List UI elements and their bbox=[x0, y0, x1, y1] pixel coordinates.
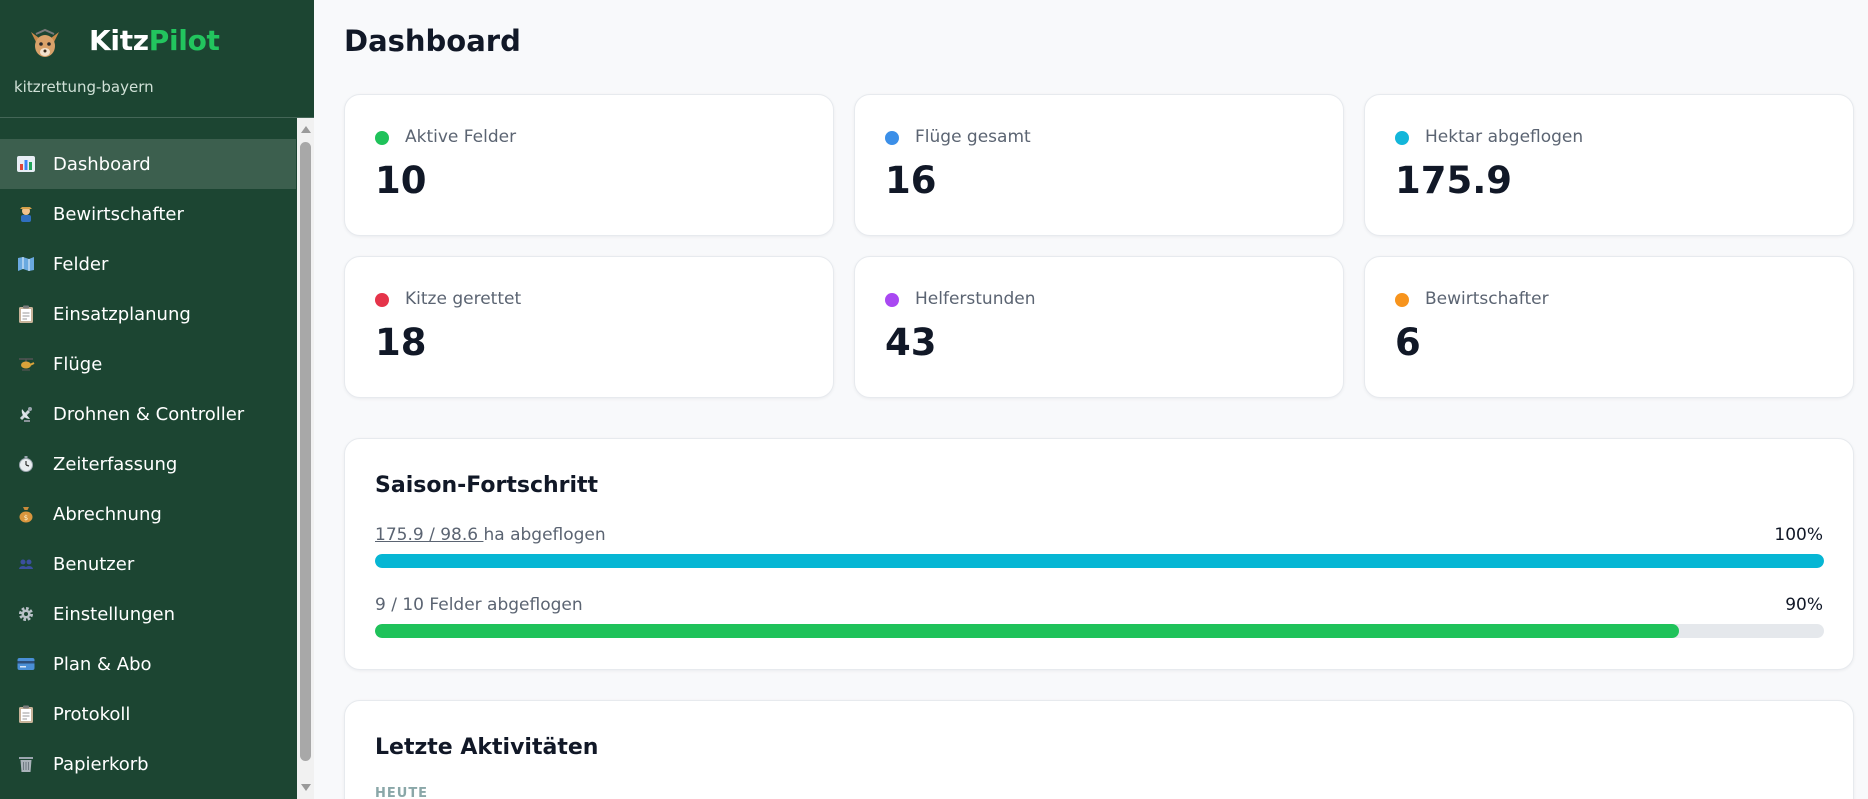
sidebar-item-abrechnung[interactable]: $ Abrechnung bbox=[0, 489, 296, 539]
stat-card-bewirtschafter: Bewirtschafter 6 bbox=[1364, 256, 1854, 398]
panel-title: Letzte Aktivitäten bbox=[375, 735, 599, 760]
stat-label: Flüge gesamt bbox=[915, 127, 1031, 147]
gear-icon bbox=[16, 605, 36, 623]
helicopter-icon bbox=[16, 355, 36, 373]
sidebar-item-label: Einstellungen bbox=[53, 603, 176, 625]
fawn-logo-icon bbox=[31, 28, 59, 57]
money-bag-icon: $ bbox=[16, 505, 36, 523]
hectare-progress-bar bbox=[375, 554, 1824, 568]
farmer-icon bbox=[16, 205, 36, 223]
satellite-icon bbox=[16, 405, 36, 423]
section-label-today: HEUTE bbox=[375, 786, 429, 799]
stat-card-aktive-felder: Aktive Felder 10 bbox=[344, 94, 834, 236]
users-icon bbox=[16, 555, 36, 573]
bar-chart-icon bbox=[16, 155, 36, 173]
status-dot bbox=[375, 293, 389, 307]
hectare-progress-link[interactable]: 175.9 / 98.6 bbox=[375, 525, 484, 545]
credit-card-icon bbox=[16, 655, 36, 673]
sidebar-item-label: Protokoll bbox=[53, 703, 131, 725]
sidebar: KitzPilot kitzrettung-bayern Dashboard B… bbox=[0, 0, 314, 799]
sidebar-item-label: Drohnen & Controller bbox=[53, 403, 245, 425]
sidebar-item-protokoll[interactable]: Protokoll bbox=[0, 689, 296, 739]
status-dot bbox=[375, 131, 389, 145]
stat-card-hektar-abgeflogen: Hektar abgeflogen 175.9 bbox=[1364, 94, 1854, 236]
status-dot bbox=[1395, 293, 1409, 307]
stat-value: 10 bbox=[375, 159, 427, 202]
sidebar-item-drohnen-controller[interactable]: Drohnen & Controller bbox=[0, 389, 296, 439]
stopwatch-icon bbox=[16, 455, 36, 473]
brand-header: KitzPilot kitzrettung-bayern bbox=[0, 0, 314, 118]
status-dot bbox=[1395, 131, 1409, 145]
sidebar-item-dashboard[interactable]: Dashboard bbox=[0, 139, 296, 189]
hectare-progress-fill bbox=[375, 554, 1824, 568]
sidebar-item-label: Plan & Abo bbox=[53, 653, 152, 675]
sidebar-item-felder[interactable]: Felder bbox=[0, 239, 296, 289]
stat-card-fluege-gesamt: Flüge gesamt 16 bbox=[854, 94, 1344, 236]
scrollbar-thumb[interactable] bbox=[300, 142, 311, 761]
stat-value: 6 bbox=[1395, 321, 1421, 364]
sidebar-nav: Dashboard Bewirtschafter Felder Einsatzp… bbox=[0, 139, 296, 789]
season-progress-panel: Saison-Fortschritt 175.9 / 98.6 ha abgef… bbox=[344, 438, 1854, 670]
panel-title: Saison-Fortschritt bbox=[375, 473, 599, 498]
scroll-down-arrow-icon[interactable] bbox=[301, 784, 311, 791]
hectare-progress-label: 175.9 / 98.6 ha abgeflogen bbox=[375, 525, 606, 545]
stat-value: 18 bbox=[375, 321, 427, 364]
stat-value: 175.9 bbox=[1395, 159, 1513, 202]
sidebar-item-label: Abrechnung bbox=[53, 503, 162, 525]
recent-activity-panel: Letzte Aktivitäten HEUTE bbox=[344, 700, 1854, 799]
fields-progress-fill bbox=[375, 624, 1680, 638]
sidebar-item-fluege[interactable]: Flüge bbox=[0, 339, 296, 389]
organization-name: kitzrettung-bayern bbox=[14, 78, 154, 96]
sidebar-item-label: Benutzer bbox=[53, 553, 135, 575]
scroll-up-arrow-icon[interactable] bbox=[301, 126, 311, 133]
sidebar-item-label: Flüge bbox=[53, 353, 103, 375]
sidebar-item-label: Felder bbox=[53, 253, 109, 275]
sidebar-item-bewirtschafter[interactable]: Bewirtschafter bbox=[0, 189, 296, 239]
hectare-progress-percent: 100% bbox=[1774, 525, 1823, 545]
sidebar-item-benutzer[interactable]: Benutzer bbox=[0, 539, 296, 589]
trash-icon bbox=[16, 755, 36, 773]
fields-progress-percent: 90% bbox=[1785, 595, 1823, 615]
stat-card-kitze-gerettet: Kitze gerettet 18 bbox=[344, 256, 834, 398]
sidebar-item-label: Zeiterfassung bbox=[53, 453, 178, 475]
sidebar-item-papierkorb[interactable]: Papierkorb bbox=[0, 739, 296, 789]
hectare-progress-suffix: ha abgeflogen bbox=[483, 525, 606, 545]
sidebar-item-plan-abo[interactable]: Plan & Abo bbox=[0, 639, 296, 689]
map-icon bbox=[16, 255, 36, 273]
sidebar-scrollbar[interactable] bbox=[297, 118, 314, 799]
clipboard-icon bbox=[16, 305, 36, 323]
stat-label: Bewirtschafter bbox=[1425, 289, 1549, 309]
stat-label: Kitze gerettet bbox=[405, 289, 522, 309]
fields-progress-bar bbox=[375, 624, 1824, 638]
stat-value: 43 bbox=[885, 321, 937, 364]
app-name: KitzPilot bbox=[89, 24, 220, 57]
status-dot bbox=[885, 293, 899, 307]
stat-label: Helferstunden bbox=[915, 289, 1036, 309]
sidebar-item-einstellungen[interactable]: Einstellungen bbox=[0, 589, 296, 639]
status-dot bbox=[885, 131, 899, 145]
page-title: Dashboard bbox=[344, 24, 521, 58]
stat-label: Aktive Felder bbox=[405, 127, 517, 147]
stat-label: Hektar abgeflogen bbox=[1425, 127, 1584, 147]
log-icon bbox=[16, 705, 36, 723]
sidebar-item-label: Dashboard bbox=[53, 153, 151, 175]
sidebar-item-label: Papierkorb bbox=[53, 753, 149, 775]
fields-progress-label: 9 / 10 Felder abgeflogen bbox=[375, 595, 583, 615]
sidebar-item-einsatzplanung[interactable]: Einsatzplanung bbox=[0, 289, 296, 339]
stat-card-helferstunden: Helferstunden 43 bbox=[854, 256, 1344, 398]
sidebar-item-label: Bewirtschafter bbox=[53, 203, 184, 225]
stat-value: 16 bbox=[885, 159, 937, 202]
main-content: Dashboard Aktive Felder 10 Flüge gesamt … bbox=[314, 0, 1868, 799]
sidebar-item-label: Einsatzplanung bbox=[53, 303, 191, 325]
sidebar-item-zeiterfassung[interactable]: Zeiterfassung bbox=[0, 439, 296, 489]
svg-text:$: $ bbox=[24, 514, 28, 522]
